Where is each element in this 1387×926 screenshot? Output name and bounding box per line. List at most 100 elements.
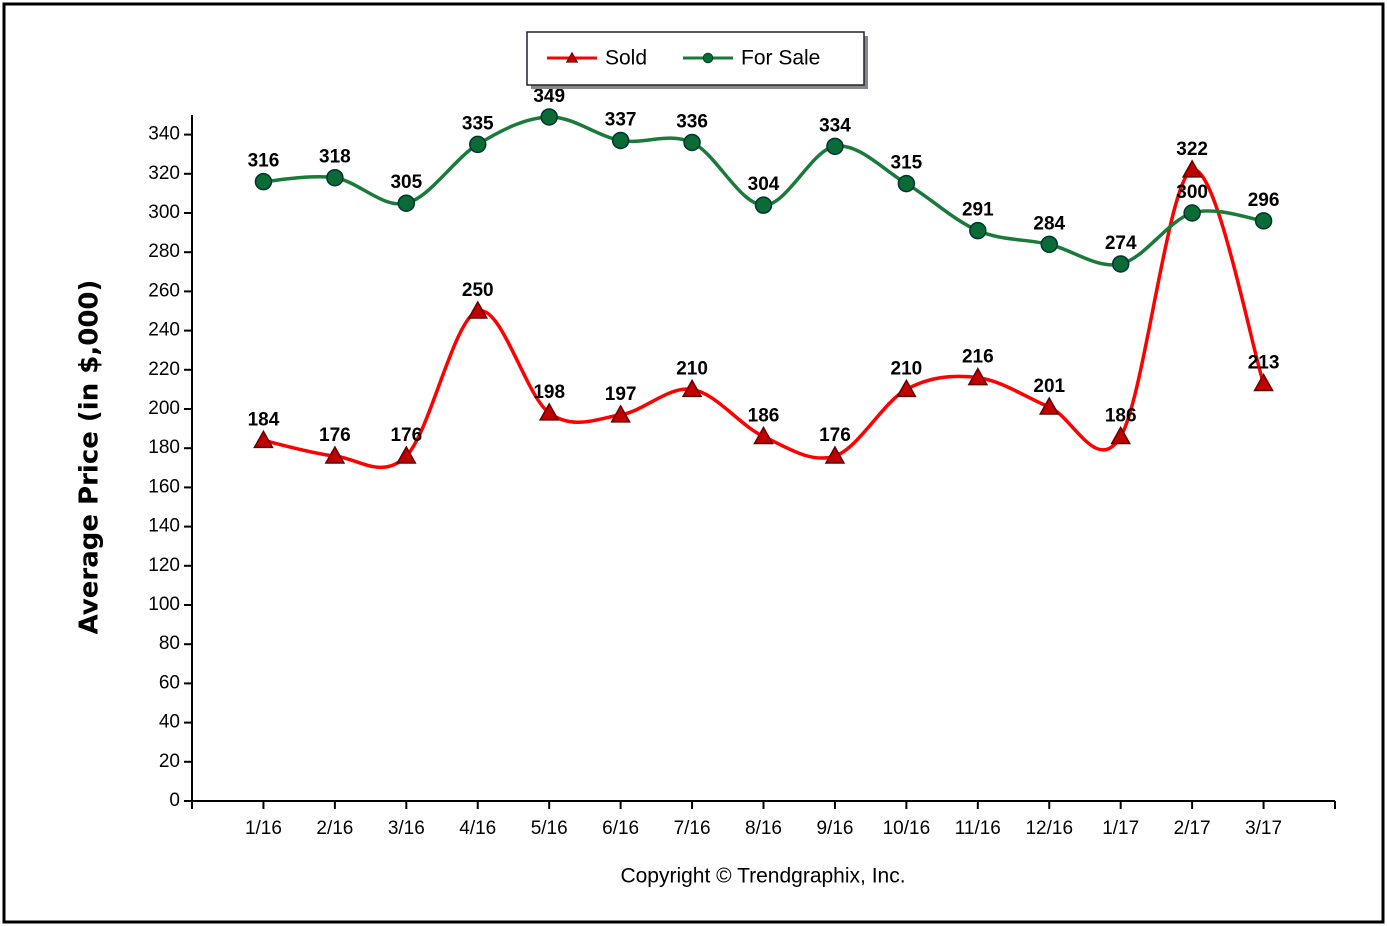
y-tick-label: 300 [148, 202, 180, 223]
marker [967, 367, 989, 386]
data-label: 213 [1248, 353, 1280, 374]
data-label: 176 [819, 425, 851, 446]
x-tick-label: 6/16 [602, 818, 639, 839]
data-label: 198 [533, 382, 565, 403]
marker [1183, 204, 1201, 222]
legend-label: For Sale [741, 47, 820, 70]
data-label: 349 [533, 86, 565, 107]
legend: Sold For Sale [526, 31, 868, 89]
marker [254, 172, 273, 191]
y-axis-label: Average Price (in $,000) [75, 280, 105, 635]
y-tick-label: 40 [159, 712, 180, 733]
marker [702, 52, 714, 64]
x-tick-label: 3/17 [1245, 818, 1282, 839]
data-label: 318 [319, 147, 351, 168]
marker [753, 425, 774, 445]
footer: Copyright © Trendgraphix, Inc. [620, 865, 905, 888]
data-label: 250 [462, 280, 494, 301]
marker [1038, 396, 1060, 415]
data-label: 274 [1105, 233, 1137, 254]
data-label: 300 [1176, 182, 1208, 203]
marker [1040, 235, 1058, 254]
x-tick-label: 8/16 [745, 818, 782, 839]
series-line [263, 168, 1266, 469]
data-label: 210 [676, 358, 708, 379]
marker [754, 196, 773, 214]
data-label: 197 [605, 384, 637, 405]
data-label: 184 [248, 409, 280, 430]
data-label: 201 [1033, 376, 1065, 397]
marker [969, 221, 987, 240]
x-tick-label: 12/16 [1025, 818, 1073, 839]
marker [565, 51, 579, 63]
data-label: 334 [819, 115, 851, 136]
legend-label: Sold [605, 47, 647, 70]
data-label: 337 [605, 109, 637, 130]
x-tick-label: 5/16 [531, 818, 568, 839]
data-label: 336 [676, 111, 708, 132]
marker [1111, 255, 1130, 273]
marker [253, 429, 274, 449]
marker [610, 404, 631, 423]
marker [538, 402, 560, 421]
marker [326, 168, 344, 187]
data-label: 186 [748, 405, 780, 426]
y-tick-label: 140 [148, 516, 180, 537]
data-label: 176 [319, 425, 351, 446]
x-tick-label: 3/16 [388, 818, 425, 839]
data-label: 304 [748, 174, 780, 195]
marker [683, 133, 701, 152]
y-tick-label: 320 [148, 163, 180, 184]
data-label: 284 [1033, 213, 1065, 234]
y-tick-label: 180 [148, 437, 180, 458]
marker [896, 378, 917, 398]
marker [467, 300, 489, 319]
marker [681, 378, 703, 398]
marker [324, 445, 346, 464]
y-tick-label: 260 [148, 280, 180, 301]
x-tick-label: 10/16 [883, 818, 931, 839]
data-label: 291 [962, 200, 994, 221]
marker [1253, 372, 1274, 392]
marker [1110, 425, 1131, 445]
marker [540, 108, 558, 126]
y-tick-label: 0 [169, 790, 180, 811]
y-tick-label: 80 [159, 633, 180, 654]
y-tick-label: 100 [148, 594, 180, 615]
marker [1254, 212, 1273, 230]
data-label: 296 [1248, 190, 1280, 211]
x-tick-label: 2/17 [1174, 818, 1211, 839]
data-label: 210 [891, 358, 923, 379]
marker [469, 135, 487, 154]
y-tick-label: 220 [148, 359, 180, 380]
marker [1181, 159, 1203, 178]
x-tick-label: 7/16 [674, 818, 711, 839]
marker [396, 445, 417, 464]
y-tick-label: 240 [148, 320, 180, 341]
data-label: 315 [891, 153, 923, 174]
marker [897, 174, 916, 193]
marker [397, 194, 416, 212]
data-label: 322 [1176, 139, 1208, 160]
y-tick-label: 20 [159, 751, 180, 772]
data-label: 176 [390, 425, 422, 446]
y-tick-label: 340 [148, 124, 180, 145]
y-tick-label: 120 [148, 555, 180, 576]
x-tick-label: 4/16 [459, 818, 496, 839]
x-tick-label: 1/16 [245, 818, 282, 839]
y-tick-label: 200 [148, 398, 180, 419]
y-tick-label: 280 [148, 241, 180, 262]
data-label: 216 [962, 347, 994, 368]
marker [826, 137, 844, 156]
data-label: 186 [1105, 405, 1137, 426]
y-tick-label: 60 [159, 672, 180, 693]
y-tick-label: 160 [148, 476, 180, 497]
x-tick-label: 11/16 [955, 818, 1001, 839]
x-tick-label: 1/17 [1102, 818, 1139, 839]
data-label: 335 [462, 113, 494, 134]
marker [611, 131, 630, 150]
data-label: 305 [390, 172, 422, 193]
x-tick-label: 9/16 [816, 818, 853, 839]
